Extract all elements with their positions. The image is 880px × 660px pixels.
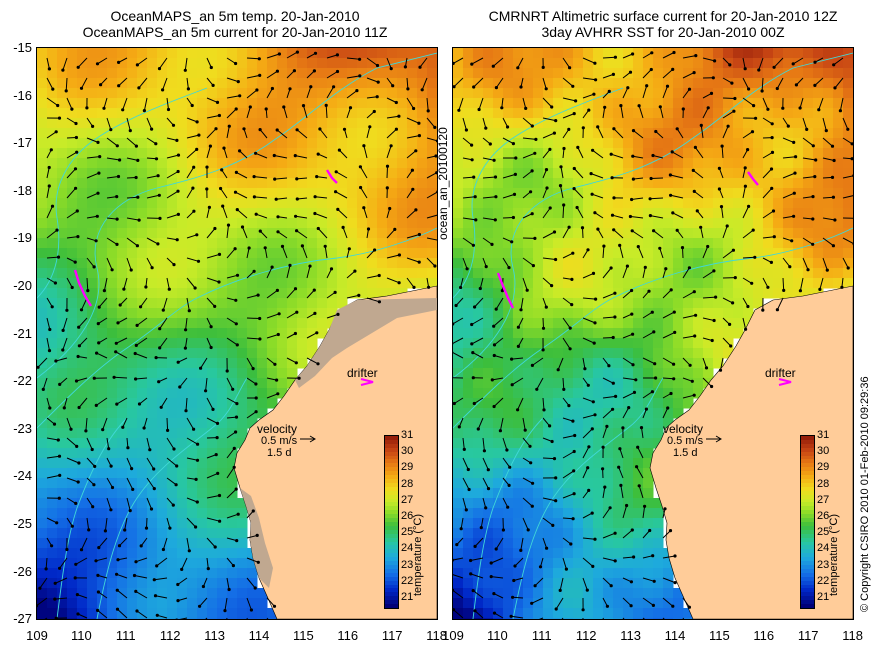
temperature-colorbar	[384, 435, 399, 609]
lon-tick-label: 111	[531, 628, 552, 643]
lat-tick-label: -25	[13, 516, 32, 531]
lat-tick-label: -18	[13, 182, 32, 198]
colorbar-tick-label: 24	[401, 542, 414, 555]
velocity-legend-duration: 1.5 d	[267, 447, 292, 459]
velocity-scale-arrow-icon	[300, 435, 316, 443]
lat-tick-label: -26	[13, 563, 32, 579]
copyright-label: © Copyright CSIRO 2010 01-Feb-2010 09:29…	[859, 376, 871, 612]
lat-tick-label: -19	[13, 230, 32, 246]
satellite-sst-map: drifter velocity 0.5 m/s 1.5 d 31 30 29 28 2…	[452, 47, 854, 620]
lon-tick-label: 114	[248, 628, 270, 643]
lat-tick-label: -27	[13, 611, 32, 627]
lon-tick-label: 109	[26, 628, 48, 643]
lon-tick-label: 112	[159, 628, 181, 643]
right-panel-title: CMRNRT Altimetric surface current for 20…	[448, 8, 878, 40]
lon-tick-label: 115	[709, 628, 730, 643]
colorbar-tick-label: 21	[817, 591, 830, 603]
lat-tick-label: -15	[13, 40, 32, 55]
colorbar-tick-label: 27	[817, 493, 830, 506]
colorbar-tick-label: 29	[401, 461, 414, 474]
colorbar-tick-label: 25	[817, 526, 830, 539]
lat-tick-label: -24	[13, 468, 32, 484]
temperature-colorbar	[800, 435, 815, 609]
drifter-tracks	[73, 169, 338, 307]
lon-tick-label: 118	[842, 628, 863, 643]
colorbar-tick-label: 28	[401, 477, 414, 490]
colorbar-title: temperature (°C)	[412, 513, 424, 596]
lon-tick-label: 115	[293, 628, 314, 643]
colorbar-tick-label: 30	[401, 445, 414, 458]
lon-tick-label: 114	[664, 628, 686, 643]
colorbar-tick-label: 22	[817, 574, 830, 587]
lon-tick-label: 109	[442, 628, 464, 643]
lon-tick-label: 113	[204, 628, 225, 643]
current-vectors	[453, 50, 853, 619]
satellite-map-canvas	[453, 48, 853, 619]
model-temperature-map: drifter velocity 0.5 m/s 1.5 d 31 30 29 28 2…	[36, 47, 438, 620]
sst-field	[37, 48, 437, 619]
current-vectors	[37, 50, 437, 619]
colorbar-tick-label: 21	[401, 591, 414, 603]
colorbar-tick-label: 26	[401, 510, 414, 522]
lon-tick-label: 113	[620, 628, 641, 643]
left-title-line-2: OceanMAPS_an 5m current for 20-Jan-2010 …	[82, 24, 388, 40]
drifter-marker-icon	[778, 378, 792, 386]
velocity-legend-speed: 0.5 m/s	[261, 435, 298, 447]
lon-tick-label: 118	[426, 628, 447, 643]
colorbar-tick-label: 26	[817, 510, 830, 522]
colorbar-tick-label: 25	[401, 526, 414, 539]
lon-tick-label: 110	[487, 628, 508, 643]
lon-tick-label: 112	[575, 628, 597, 643]
bathymetry-contours	[37, 52, 437, 619]
lat-tick-label: -23	[13, 420, 32, 436]
model-land-mask	[240, 488, 273, 588]
lon-tick-label: 116	[337, 628, 359, 643]
right-title-line-1: CMRNRT Altimetric surface current for 20…	[488, 8, 838, 24]
lat-tick-label: -21	[13, 325, 32, 341]
velocity-legend-duration: 1.5 d	[673, 447, 698, 459]
colorbar-title: temperature (°C)	[828, 513, 840, 596]
lat-tick-label: -17	[13, 135, 32, 151]
lon-tick-label: 117	[381, 628, 403, 643]
right-title-line-2: 3day AVHRR SST for 20-Jan-2010 00Z	[541, 24, 785, 40]
lon-tick-label: 116	[753, 628, 775, 643]
lat-tick-label: -16	[13, 87, 32, 103]
lon-tick-label: 117	[797, 628, 819, 643]
colorbar-tick-label: 23	[401, 558, 414, 571]
velocity-legend-title: velocity	[663, 422, 704, 436]
lon-tick-label: 110	[71, 628, 92, 643]
colorbar-tick-label: 28	[817, 477, 830, 490]
model-land-mask	[295, 298, 437, 388]
colorbar-tick-label: 30	[817, 445, 830, 458]
colorbar-tick-label: 24	[817, 542, 830, 555]
model-map-canvas	[37, 48, 437, 619]
colorbar-tick-label: 31	[817, 429, 830, 441]
drifter-label: drifter	[765, 366, 796, 380]
middle-vertical-label: ocean_an_20100120	[436, 127, 450, 240]
colorbar-tick-label: 31	[401, 429, 414, 441]
velocity-legend-speed: 0.5 m/s	[667, 435, 704, 447]
lon-tick-label: 111	[115, 628, 136, 643]
sst-field	[453, 48, 853, 619]
lat-tick-label: -20	[13, 278, 32, 293]
colorbar-tick-label: 29	[817, 461, 830, 474]
colorbar-tick-label: 23	[817, 558, 830, 571]
drifter-label: drifter	[347, 366, 378, 380]
velocity-legend: velocity 0.5 m/s 1.5 d	[663, 423, 703, 459]
velocity-scale-arrow-icon	[706, 435, 722, 443]
velocity-legend-title: velocity	[257, 422, 298, 436]
colorbar-tick-label: 27	[401, 493, 414, 506]
drifter-tracks	[496, 171, 759, 309]
left-title-line-1: OceanMAPS_an 5m temp. 20-Jan-2010	[110, 8, 360, 24]
colorbar-tick-label: 22	[401, 574, 414, 587]
lat-tick-label: -22	[13, 373, 32, 389]
drifter-marker-icon	[360, 378, 374, 386]
left-panel-title: OceanMAPS_an 5m temp. 20-Jan-2010 OceanM…	[0, 8, 470, 40]
velocity-legend: velocity 0.5 m/s 1.5 d	[257, 423, 297, 459]
